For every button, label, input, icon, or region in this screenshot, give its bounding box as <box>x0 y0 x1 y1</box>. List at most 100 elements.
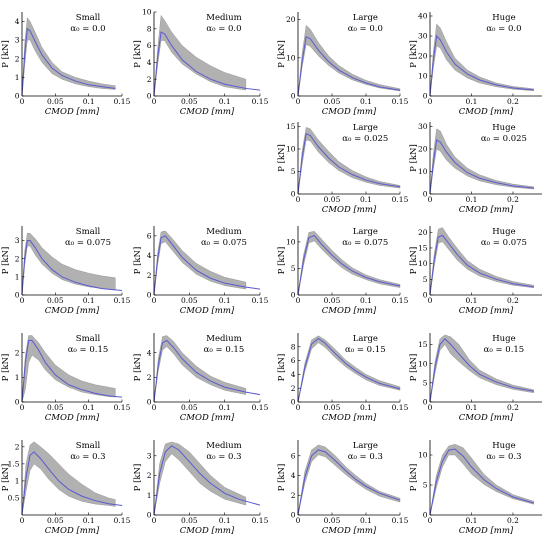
experimental-band <box>153 230 247 296</box>
x-tick-label: 0.1 <box>360 516 372 525</box>
experimental-band <box>429 23 534 97</box>
y-tick-label: 0 <box>423 398 428 407</box>
y-tick-label: 0 <box>147 511 152 520</box>
panel-size-label: Large <box>353 334 378 344</box>
x-tick-label: 0.1 <box>83 403 95 412</box>
x-axis-label: CMOD [mm] <box>45 526 100 536</box>
x-tick-label: 0 <box>152 97 157 106</box>
x-tick-label: 0.1 <box>219 403 231 412</box>
x-tick-label: 0.1 <box>219 97 231 106</box>
y-axis-label: P [kN] <box>409 247 419 275</box>
panel-alpha-label: α₀ = 0.3 <box>206 452 241 462</box>
y-tick-label: 15 <box>418 340 428 349</box>
y-tick-label: 10 <box>418 167 428 176</box>
experimental-band <box>21 233 116 296</box>
x-tick-label: 0.1 <box>360 403 372 412</box>
y-axis-label: P [kN] <box>277 144 287 172</box>
x-tick-label: 0.1 <box>466 97 478 106</box>
panel-size-label: Medium <box>206 227 241 237</box>
y-tick-label: 0 <box>147 398 152 407</box>
model-curve <box>153 339 261 403</box>
x-tick-label: 0.1 <box>466 296 478 305</box>
y-tick-label: 1 <box>15 272 20 281</box>
x-axis-label: CMOD [mm] <box>45 306 100 316</box>
panel-size-label: Huge <box>492 334 515 344</box>
x-tick-label: 0.15 <box>392 97 409 106</box>
x-tick-label: 0.05 <box>181 97 198 106</box>
y-tick-label: 0 <box>423 291 428 300</box>
x-tick-label: 0.1 <box>83 97 95 106</box>
x-tick-label: 0 <box>296 296 301 305</box>
y-tick-label: 0 <box>15 398 20 407</box>
y-tick-label: 10 <box>286 238 296 247</box>
y-tick-label: 3 <box>147 451 152 460</box>
x-tick-label: 0.2 <box>507 516 519 525</box>
panel-alpha-label: α₀ = 0.0 <box>70 24 105 34</box>
x-tick-label: 0.15 <box>252 97 269 106</box>
x-tick-label: 0 <box>428 403 433 412</box>
experimental-band <box>21 441 116 516</box>
x-tick-label: 0 <box>296 195 301 204</box>
y-axis-label: P [kN] <box>409 464 419 492</box>
x-tick-label: 0.1 <box>360 97 372 106</box>
panel-size-label: Small <box>76 334 101 344</box>
x-axis-label: CMOD [mm] <box>180 526 235 536</box>
panel-alpha-label: α₀ = 0.0 <box>348 24 383 34</box>
panel-alpha-label: α₀ = 0.025 <box>481 134 527 144</box>
model-curve <box>429 448 534 516</box>
y-tick-label: 0 <box>147 291 152 300</box>
y-tick-label: 0 <box>291 398 296 407</box>
y-tick-label: 5 <box>291 264 296 273</box>
y-tick-label: 2 <box>147 75 152 84</box>
panel-size-label: Huge <box>492 227 515 237</box>
panel-alpha-label: α₀ = 0.3 <box>348 452 383 462</box>
y-tick-label: 2 <box>147 271 152 280</box>
x-tick-label: 0.2 <box>507 195 519 204</box>
y-tick-label: 0 <box>423 190 428 199</box>
panel-size-label: Large <box>353 13 378 23</box>
y-axis-label: P [kN] <box>133 40 143 68</box>
x-tick-label: 0.1 <box>219 296 231 305</box>
y-tick-label: 0 <box>291 190 296 199</box>
model-curve <box>297 234 401 296</box>
y-tick-label: 1 <box>147 491 152 500</box>
x-tick-label: 0.05 <box>47 97 64 106</box>
y-tick-label: 5 <box>291 167 296 176</box>
model-curve <box>297 36 401 97</box>
experimental-band <box>297 24 401 97</box>
y-tick-label: 1 <box>15 373 20 382</box>
experimental-band <box>297 444 401 516</box>
x-tick-label: 0.1 <box>83 296 95 305</box>
panel-alpha-label: α₀ = 0.0 <box>206 24 241 34</box>
y-tick-label: 4 <box>147 58 152 67</box>
panel-size-label: Small <box>76 441 101 451</box>
x-axis-label: CMOD [mm] <box>459 413 514 423</box>
y-tick-label: 10 <box>418 259 428 268</box>
y-tick-label: 1 <box>15 73 20 82</box>
model-curve <box>297 449 401 516</box>
x-tick-label: 0.15 <box>114 516 131 525</box>
y-axis-label: P [kN] <box>277 247 287 275</box>
panel-1: 0 0.05 0.1 0.15 0 1 2 3 4 CMOD [mm] P [kN] Smallα₀ … <box>1 12 131 117</box>
panel-size-label: Huge <box>492 13 515 23</box>
y-axis-label: P [kN] <box>133 247 143 275</box>
model-curve <box>429 338 534 403</box>
panel-alpha-label: α₀ = 0.075 <box>65 238 111 248</box>
y-tick-label: 4 <box>147 251 152 260</box>
panel-alpha-label: α₀ = 0.15 <box>345 345 386 355</box>
x-tick-label: 0.15 <box>392 516 409 525</box>
y-tick-label: 10 <box>286 53 296 62</box>
x-tick-label: 0.2 <box>507 296 519 305</box>
y-tick-label: 2 <box>15 54 20 63</box>
x-tick-label: 0.05 <box>47 296 64 305</box>
y-tick-label: 0 <box>291 291 296 300</box>
panel-alpha-label: α₀ = 0.0 <box>486 24 521 34</box>
x-tick-label: 0.15 <box>392 403 409 412</box>
model-curve <box>153 31 261 97</box>
model-curve <box>153 235 261 296</box>
